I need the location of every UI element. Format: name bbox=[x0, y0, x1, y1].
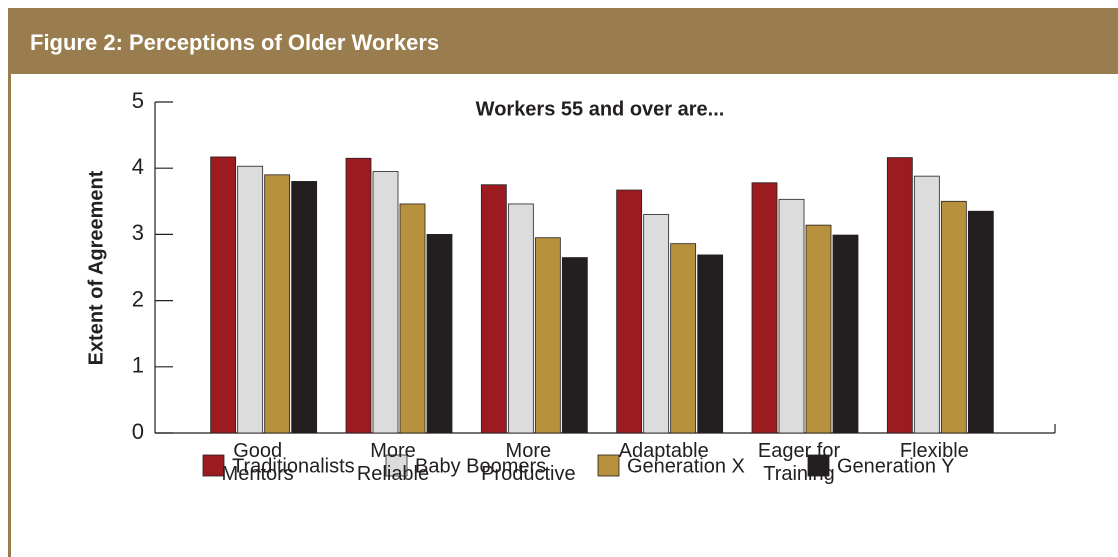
bar bbox=[643, 214, 670, 434]
legend-label: Baby Boomers bbox=[415, 455, 546, 477]
bar bbox=[561, 257, 588, 434]
bar bbox=[264, 174, 291, 434]
x-tick-label: Flexible bbox=[899, 440, 969, 462]
bar bbox=[507, 203, 534, 434]
bar bbox=[426, 233, 453, 434]
header-bar bbox=[8, 8, 1118, 74]
bar bbox=[291, 181, 318, 434]
y-tick-label: 5 bbox=[132, 88, 144, 113]
y-tick-label: 1 bbox=[132, 353, 144, 378]
legend-swatch bbox=[385, 454, 408, 477]
bar bbox=[237, 165, 264, 434]
bar bbox=[805, 224, 832, 434]
x-tick-label: More Reliable bbox=[356, 440, 430, 485]
header-title: Figure 2: Perceptions of Older Workers bbox=[30, 30, 439, 55]
legend-swatch bbox=[202, 454, 225, 477]
bar bbox=[345, 157, 372, 434]
bar bbox=[886, 157, 913, 434]
bar bbox=[480, 184, 507, 434]
legend-swatch bbox=[807, 454, 830, 477]
y-tick-label: 3 bbox=[132, 220, 144, 245]
bar bbox=[778, 198, 805, 434]
bar bbox=[832, 234, 859, 434]
x-tick-label: Adaptable bbox=[618, 440, 709, 462]
x-tick-label: Good Mentors bbox=[221, 440, 294, 485]
y-tick-label: 4 bbox=[132, 154, 144, 179]
bar bbox=[913, 175, 940, 434]
y-axis-label: Extent of Agreement bbox=[85, 170, 107, 365]
bar bbox=[534, 237, 561, 434]
x-tick-label: More Productive bbox=[481, 440, 576, 485]
x-tick-label: Eager for Training bbox=[757, 440, 841, 485]
chart-title: Workers 55 and over are... bbox=[476, 98, 725, 120]
bar bbox=[372, 171, 399, 434]
bar bbox=[670, 243, 697, 434]
bar bbox=[616, 189, 643, 434]
y-tick-label: 0 bbox=[132, 419, 144, 444]
legend-swatch bbox=[597, 454, 620, 477]
frame-border bbox=[8, 74, 11, 557]
bar bbox=[210, 156, 237, 434]
legend-label: Generation X bbox=[627, 455, 745, 477]
bar bbox=[940, 200, 967, 434]
bar bbox=[697, 254, 724, 434]
y-tick-label: 2 bbox=[132, 286, 144, 311]
legend-label: Generation Y bbox=[837, 455, 955, 477]
legend-label: Traditionalists bbox=[232, 455, 355, 477]
bar bbox=[967, 210, 994, 434]
bar bbox=[399, 203, 426, 434]
bar bbox=[751, 182, 778, 434]
